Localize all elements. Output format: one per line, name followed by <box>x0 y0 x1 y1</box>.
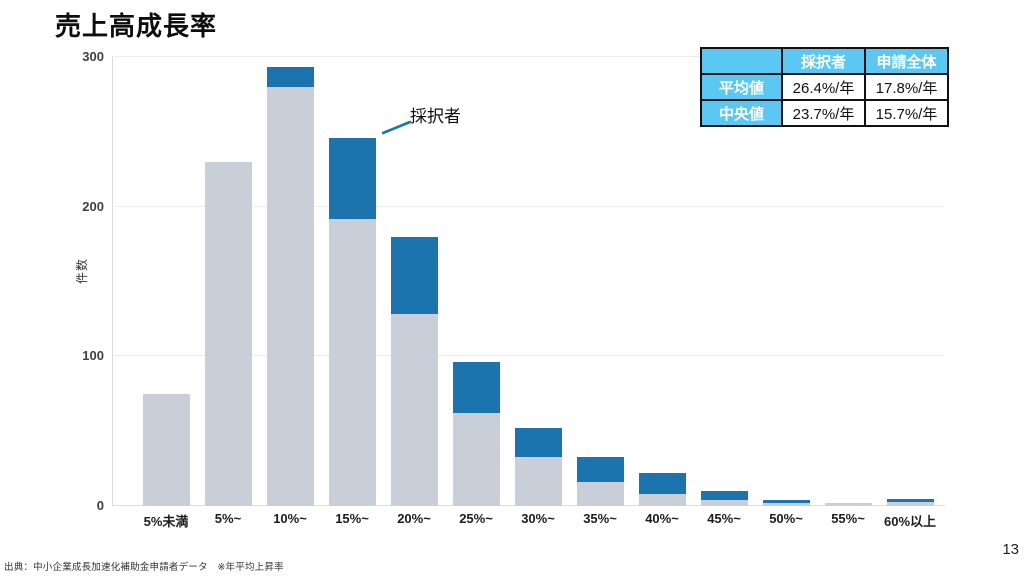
bar-segment-base-40%~ <box>638 494 686 506</box>
page-title: 売上高成長率 <box>55 11 218 41</box>
bar-segment-adopted-10%~ <box>266 67 314 87</box>
bar-segment-base-55%~ <box>824 503 872 506</box>
x-tick-label-5%未満: 5%未満 <box>143 514 189 529</box>
bar-segment-adopted-30%~ <box>514 428 562 457</box>
stats-header-empty-cell <box>700 47 783 75</box>
bar-segment-adopted-45%~ <box>700 491 748 501</box>
stats-table-header-row: 採択者 申請全体 <box>700 47 949 75</box>
bar-segment-base-5%~ <box>204 161 252 506</box>
gridline-200 <box>112 205 945 207</box>
y-tick-label-0: 0 <box>96 498 104 513</box>
bar-segment-adopted-20%~ <box>390 236 438 315</box>
y-tick-label-100: 100 <box>82 348 104 364</box>
stats-table: 採択者 申請全体 平均値 26.4%/年 17.8%/年 中央値 23.7%/年… <box>700 47 949 127</box>
bar-segment-base-30%~ <box>514 456 562 506</box>
x-tick-label-40%~: 40%~ <box>645 511 679 526</box>
y-tick-label-200: 200 <box>82 198 104 214</box>
stats-mean-adopted-value: 26.4%/年 <box>781 73 866 101</box>
bar-segment-adopted-25%~ <box>452 362 500 414</box>
bar-segment-adopted-35%~ <box>576 456 624 483</box>
annotation-leader-line <box>382 120 412 135</box>
bar-segment-adopted-60%以上 <box>886 498 934 502</box>
bar-segment-base-60%以上 <box>886 501 934 506</box>
page-number: 13 <box>1002 541 1019 558</box>
y-axis-title: 件数 <box>75 258 89 285</box>
x-tick-label-25%~: 25%~ <box>459 511 493 526</box>
source-note: 出典：中小企業成長加速化補助金申請者データ ※年平均上昇率 <box>4 562 284 573</box>
gridline-300 <box>112 56 945 57</box>
bar-segment-adopted-15%~ <box>328 137 376 219</box>
x-tick-label-30%~: 30%~ <box>521 511 555 526</box>
stats-row-mean: 平均値 26.4%/年 17.8%/年 <box>700 73 949 101</box>
bar-segment-base-20%~ <box>390 314 438 506</box>
y-axis-ticks: 0 100 200 300 <box>0 49 104 513</box>
stats-mean-all-value: 17.8%/年 <box>864 73 949 101</box>
x-tick-label-45%~: 45%~ <box>707 511 741 526</box>
bar-segment-adopted-50%~ <box>762 500 810 504</box>
stats-row-median: 中央値 23.7%/年 15.7%/年 <box>700 99 949 127</box>
x-tick-label-10%~: 10%~ <box>273 511 307 526</box>
bar-segment-base-50%~ <box>762 503 810 506</box>
bar-segment-base-25%~ <box>452 413 500 506</box>
stats-mean-label: 平均値 <box>700 73 783 101</box>
bar-segment-base-35%~ <box>576 482 624 506</box>
x-tick-label-15%~: 15%~ <box>335 511 369 526</box>
stats-median-all-value: 15.7%/年 <box>864 99 949 127</box>
stats-median-adopted-value: 23.7%/年 <box>781 99 866 127</box>
stats-median-label: 中央値 <box>700 99 783 127</box>
bar-segment-base-10%~ <box>266 86 314 506</box>
bar-segment-adopted-40%~ <box>638 473 686 495</box>
x-tick-label-55%~: 55%~ <box>831 511 865 526</box>
bar-segment-base-15%~ <box>328 218 376 506</box>
y-axis-line <box>112 57 113 506</box>
x-tick-label-5%~: 5%~ <box>214 511 242 526</box>
bar-segment-base-45%~ <box>700 500 748 506</box>
gridline-100 <box>112 355 945 357</box>
stats-header-adopted: 採択者 <box>781 47 866 75</box>
plot-area <box>112 56 945 506</box>
y-tick-label-300: 300 <box>82 49 104 64</box>
x-tick-label-35%~: 35%~ <box>583 511 617 526</box>
stats-header-all-applicants: 申請全体 <box>864 47 949 75</box>
x-tick-label-60%以上: 60%以上 <box>883 514 937 529</box>
x-axis-labels: 5%未満 5%~ 10%~ 15%~ 20%~ 25%~ 30%~ 35%~ 40%~ 45%~ 5… <box>112 511 945 529</box>
annotation-label: 採択者 <box>410 107 461 126</box>
bar-segment-base-5%未満 <box>142 393 190 506</box>
x-tick-label-20%~: 20%~ <box>397 511 431 526</box>
x-tick-label-50%~: 50%~ <box>769 511 803 526</box>
